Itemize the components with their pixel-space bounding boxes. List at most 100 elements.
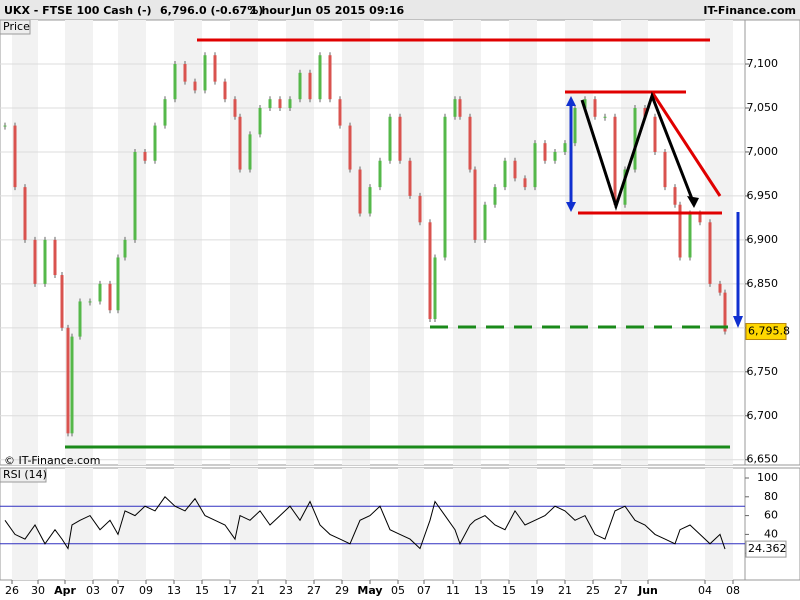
candle (613, 116, 617, 205)
last-rsi-label: 24.362 (748, 542, 787, 555)
x-tick-label: 23 (279, 584, 293, 597)
day-stripe (398, 468, 424, 580)
x-tick-label: 11 (446, 584, 460, 597)
x-tick-label: 19 (530, 584, 544, 597)
arrow-head (733, 316, 743, 328)
x-tick-label: 21 (251, 584, 265, 597)
x-tick-label: May (357, 584, 382, 597)
annotations (65, 38, 743, 449)
y-tick-label: 60 (764, 509, 778, 522)
candle (213, 55, 217, 82)
candle (623, 169, 627, 205)
x-tick-label: 15 (195, 584, 209, 597)
candle (338, 99, 342, 126)
candle (483, 204, 487, 240)
candle (698, 213, 702, 223)
day-stripe (118, 468, 146, 580)
day-stripe (230, 20, 258, 465)
x-tick-label: 21 (558, 584, 572, 597)
x-tick-label: 07 (111, 584, 125, 597)
candle (533, 143, 537, 188)
x-tick-label: 17 (223, 584, 237, 597)
symbol: UKX - FTSE 100 Cash (-) (4, 4, 152, 17)
candle (573, 107, 577, 144)
day-stripe (174, 468, 202, 580)
candle (278, 99, 282, 108)
candle (433, 257, 437, 320)
candle (603, 116, 607, 118)
title-box (0, 19, 31, 35)
candle (298, 72, 302, 100)
candle (248, 134, 252, 170)
x-tick-label: 13 (474, 584, 488, 597)
day-stripe (509, 20, 537, 465)
candle (458, 99, 462, 117)
y-tick-label: 80 (764, 490, 778, 503)
day-stripe (12, 468, 38, 580)
candle (223, 81, 227, 100)
candle (593, 99, 597, 117)
candle (163, 99, 167, 126)
candle (328, 55, 332, 100)
candle (653, 116, 657, 152)
x-tick-label: 15 (502, 584, 516, 597)
panel-title: RSI (14) (3, 468, 47, 481)
datetime: Jun 05 2015 09:16 (291, 4, 405, 17)
candle (3, 125, 7, 127)
day-stripe (174, 20, 202, 465)
candle (718, 283, 722, 293)
candle (268, 99, 272, 108)
candle (493, 187, 497, 205)
x-tick-label: 30 (31, 584, 45, 597)
candle (503, 160, 507, 188)
candle (153, 125, 157, 161)
trend-line (650, 91, 722, 197)
day-stripe (509, 468, 537, 580)
candle (708, 222, 712, 284)
day-stripe (230, 468, 258, 580)
candle (688, 213, 692, 258)
y-tick-label: 6,900 (747, 233, 779, 246)
interval: 1 hour (250, 4, 291, 17)
candle (108, 283, 112, 311)
candle (238, 116, 242, 170)
candle (183, 64, 187, 82)
candle (78, 301, 82, 337)
y-tick-label: 7,050 (747, 101, 779, 114)
day-stripe (565, 468, 593, 580)
watermark: © IT-Finance.com (4, 454, 101, 467)
candle (473, 169, 477, 240)
candle (633, 107, 637, 170)
candle (348, 125, 352, 170)
day-stripe (621, 20, 648, 465)
candle (678, 204, 682, 258)
day-stripe (342, 468, 370, 580)
x-tick-label: 29 (335, 584, 349, 597)
x-tick-label: 07 (417, 584, 431, 597)
candle (553, 151, 557, 161)
candle (116, 257, 120, 311)
quote: 6,796.0 (-0.67%) (160, 4, 263, 17)
candle (408, 160, 412, 196)
candle (513, 160, 517, 179)
candle (663, 151, 667, 188)
day-stripe (118, 20, 146, 465)
candle (66, 327, 70, 434)
candle (453, 99, 457, 117)
candle (53, 239, 57, 276)
x-tick-label: Jun (637, 584, 658, 597)
brand: IT-Finance.com (703, 4, 796, 17)
y-tick-label: 6,700 (747, 409, 779, 422)
candle (378, 160, 382, 188)
day-stripe (398, 20, 424, 465)
title-box (0, 467, 47, 483)
y-tick-label: 6,750 (747, 365, 779, 378)
arrow-head (687, 196, 699, 208)
x-tick-label: 08 (726, 584, 740, 597)
last-price-label: 6,795.8 (748, 325, 790, 338)
candle (418, 195, 422, 223)
candle (543, 143, 547, 161)
day-stripe (453, 468, 481, 580)
candle (398, 116, 402, 161)
